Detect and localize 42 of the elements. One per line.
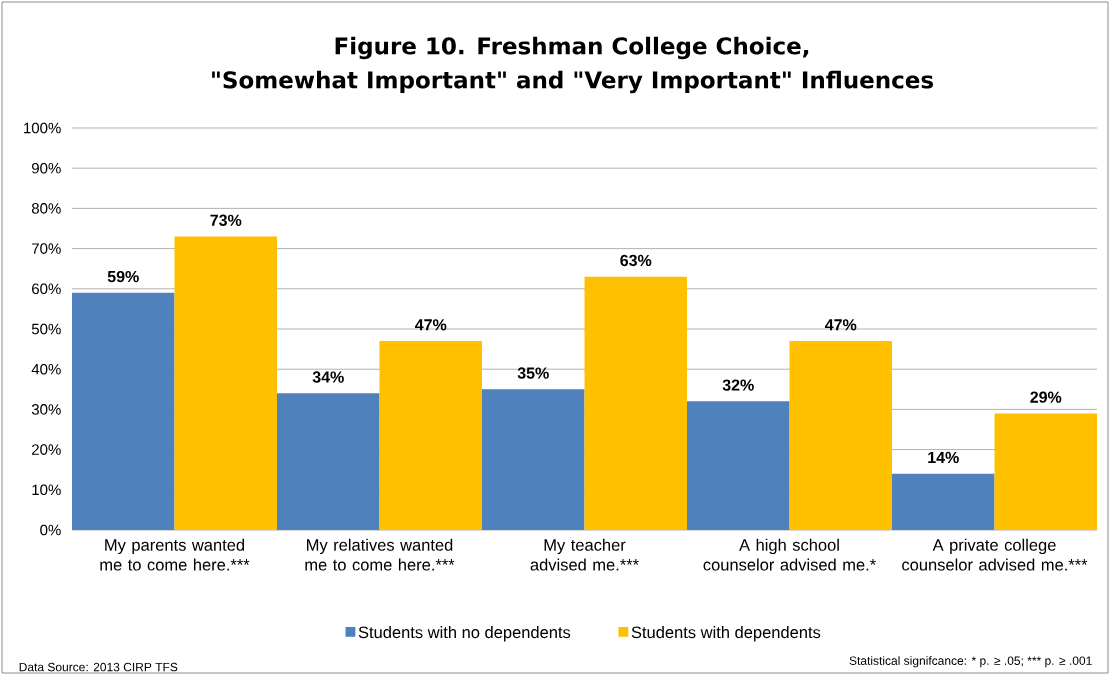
y-tick-label: 90%: [32, 162, 61, 174]
x-tick-label: A private college counselor advised me.***: [902, 538, 1088, 571]
data-label: 34%: [312, 371, 344, 383]
x-tick-label: A high school counselor advised me.*: [703, 538, 876, 571]
data-label: 32%: [722, 379, 754, 391]
y-tick-label: 70%: [32, 243, 61, 254]
legend-label: Students with no dependents: [358, 626, 571, 642]
data-label: 47%: [415, 319, 447, 331]
y-tick-label: 50%: [31, 323, 61, 335]
legend-label: Students with dependents: [631, 626, 821, 642]
data-label: 73%: [210, 214, 242, 226]
bar: [482, 389, 585, 530]
bar: [994, 413, 1098, 530]
bar: [892, 473, 995, 530]
bar: [687, 401, 790, 530]
bar: [379, 341, 483, 530]
bar: [174, 236, 278, 530]
x-tick-label: My teacher advised me.***: [530, 538, 639, 571]
data-label: 47%: [825, 319, 857, 331]
y-tick-label: 20%: [32, 444, 61, 455]
y-tick-label: 30%: [31, 404, 61, 415]
data-label: 35%: [517, 367, 549, 379]
data-label: 29%: [1030, 391, 1062, 403]
source-note: Data Source: 2013 CIRP TFS: [19, 662, 178, 672]
data-label: 14%: [928, 451, 959, 464]
y-tick-label: 0%: [40, 524, 61, 536]
y-tick-label: 80%: [31, 203, 61, 214]
x-tick-label: My parents wanted me to come here.***: [100, 538, 250, 571]
bar: [72, 292, 175, 530]
chart-subtitle: "Somewhat Important" and "Very Important" Influences: [212, 70, 933, 94]
y-tick-label: 40%: [31, 363, 61, 375]
y-tick-label: 10%: [32, 484, 61, 496]
bar: [584, 276, 688, 530]
y-tick-label: 100%: [24, 122, 61, 134]
y-tick-label: 60%: [32, 283, 61, 295]
bar: [789, 341, 893, 530]
x-tick-label: My relatives wanted me to come here.***: [305, 538, 455, 571]
data-label: 59%: [107, 270, 139, 283]
bar: [277, 393, 380, 530]
data-label: 63%: [620, 254, 652, 267]
text: Statistical signifcance: * p. ≥ .05; *** p. ≥ .001: [849, 656, 1092, 668]
chart-title: Figure 10. Freshman College Choice,: [335, 36, 809, 60]
